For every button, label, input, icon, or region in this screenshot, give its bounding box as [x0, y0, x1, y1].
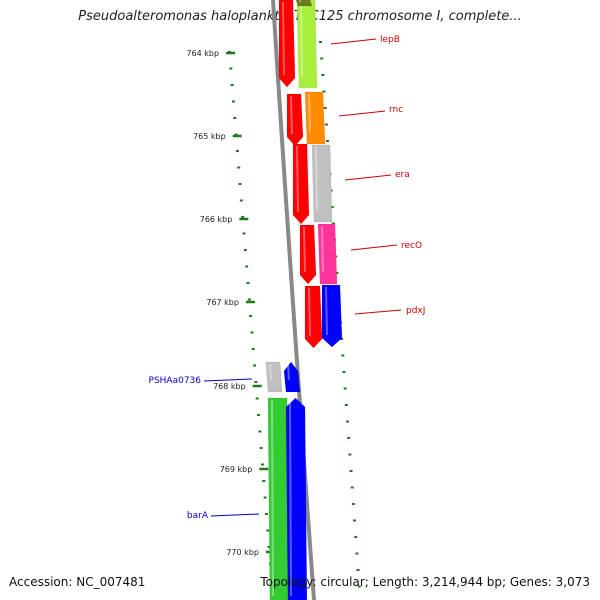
gene-label-lepB: lepB — [380, 35, 400, 45]
label-leader-line — [203, 378, 253, 382]
label-leader-line — [338, 110, 386, 117]
blue-gene-arrow — [285, 397, 308, 600]
red-gene-arrow-highlight — [303, 227, 306, 272]
label-leader-line — [344, 174, 392, 181]
scale-ticks: 764 kbp 765 kbp 766 kbp 767 kbp 768 kbp 769 k… — [186, 41, 361, 588]
gene-rnc — [304, 91, 326, 145]
tick-label: 765 kbp — [193, 132, 226, 141]
red-gene-arrow — [286, 93, 304, 147]
red-gene-arrow — [292, 143, 310, 225]
tick-label: 769 kbp — [220, 465, 253, 474]
gene-lepB — [296, 0, 318, 89]
gene-label-rnc: rnc — [389, 105, 403, 115]
red-gene-arrow-highlight — [290, 96, 293, 134]
gene-pdxJ-highlight — [325, 287, 328, 335]
red-gene-arrow-highlight — [308, 288, 311, 336]
gene-rnc-highlight — [308, 94, 311, 132]
gene-features — [265, 0, 343, 600]
tick-label: 767 kbp — [206, 298, 239, 307]
backbone-line — [271, 0, 316, 600]
label-leader-line — [354, 309, 402, 315]
label-leader-line — [210, 513, 260, 517]
gene-label-barA: barA — [187, 511, 209, 521]
red-gene-arrow — [304, 285, 323, 349]
red-gene-arrow — [299, 224, 317, 285]
gene-PSHAa0736 — [265, 361, 283, 393]
blue-gene-arrow — [283, 361, 301, 393]
tick-label: 768 kbp — [213, 382, 246, 391]
gene-label-pdxJ: pdxJ — [406, 306, 425, 316]
gene-lepB-highlight — [300, 2, 303, 76]
label-leader-line — [350, 244, 398, 251]
red-gene-arrow-highlight — [296, 146, 299, 212]
accession-text: Accession: NC_007481 — [9, 575, 146, 589]
red-gene-arrow-highlight — [282, 2, 285, 75]
gene-era — [311, 144, 333, 223]
gene-barA-highlight — [271, 400, 274, 596]
blue-gene-arrow-highlight — [289, 400, 292, 596]
olive-gene-stub — [295, 0, 313, 7]
gene-barA — [267, 397, 290, 600]
gene-label-PSHAa0736: PSHAa0736 — [149, 376, 202, 386]
gene-label-recO: recO — [401, 241, 422, 251]
label-leader-line — [330, 38, 377, 45]
tick-label: 770 kbp — [226, 548, 259, 557]
gene-label-era: era — [395, 170, 410, 180]
topology-summary: Topology: circular; Length: 3,214,944 bp… — [260, 575, 590, 589]
tick-label: 764 kbp — [186, 49, 219, 58]
olive-gene-stub-highlight — [299, 0, 302, 2]
gene-era-highlight — [315, 147, 318, 210]
gene-PSHAa0736-highlight — [269, 364, 272, 380]
gene-pdxJ — [321, 284, 343, 348]
tick-label: 766 kbp — [200, 215, 233, 224]
gene-labels: lepB rnc era recO pdxJ PSHAa0736 barA — [149, 35, 426, 521]
chromosome-backbone — [271, 0, 316, 600]
gene-recO-highlight — [321, 226, 324, 272]
gene-recO — [317, 223, 338, 285]
blue-gene-arrow-highlight — [287, 364, 290, 380]
red-gene-arrow — [278, 0, 296, 88]
